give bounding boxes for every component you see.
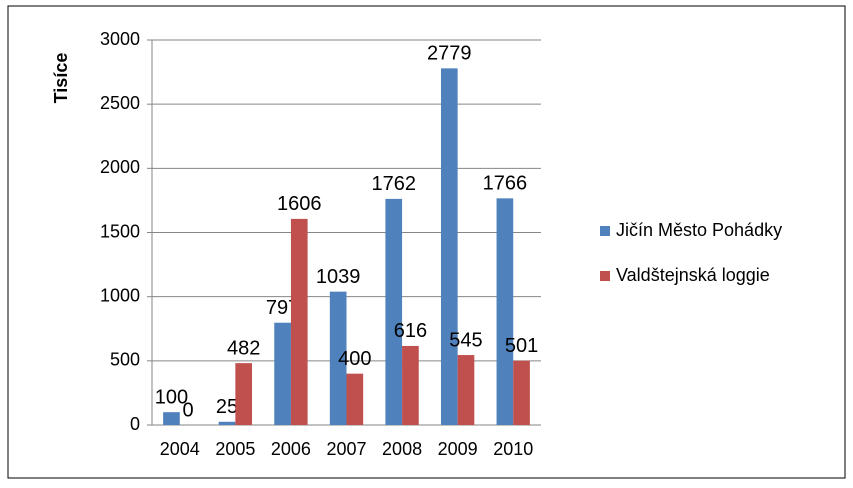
bar bbox=[402, 345, 419, 425]
bar bbox=[163, 412, 180, 425]
x-tick-label: 2006 bbox=[271, 439, 311, 459]
y-tick-label: 1500 bbox=[100, 221, 140, 241]
legend-swatch bbox=[600, 271, 610, 281]
data-label: 25 bbox=[216, 396, 238, 418]
x-tick-label: 2010 bbox=[493, 439, 533, 459]
y-tick-label: 2500 bbox=[100, 93, 140, 113]
data-label: 2779 bbox=[427, 43, 472, 65]
y-tick-label: 1000 bbox=[100, 285, 140, 305]
bar bbox=[385, 198, 403, 425]
bar bbox=[346, 373, 364, 425]
bar bbox=[218, 421, 236, 425]
data-label: 482 bbox=[227, 337, 260, 359]
x-tick-label: 2008 bbox=[382, 439, 422, 459]
y-tick-label: 3000 bbox=[100, 29, 140, 49]
data-label: 545 bbox=[449, 329, 482, 351]
data-label: 1762 bbox=[371, 173, 416, 195]
data-label: 1039 bbox=[316, 266, 361, 288]
legend-label: Jičín Město Pohádky bbox=[616, 220, 782, 240]
y-tick-label: 0 bbox=[130, 414, 140, 434]
y-tick-label: 2000 bbox=[100, 157, 140, 177]
data-label: 0 bbox=[183, 399, 194, 421]
legend-label: Valdštejnská loggie bbox=[616, 265, 770, 285]
y-axis-label: Tisíce bbox=[51, 53, 71, 104]
data-label: 400 bbox=[338, 348, 371, 370]
bar bbox=[496, 198, 514, 425]
bar bbox=[440, 68, 458, 425]
bar bbox=[274, 322, 291, 425]
bar bbox=[329, 291, 347, 425]
y-tick-label: 500 bbox=[110, 350, 140, 370]
bar bbox=[235, 363, 253, 425]
data-label: 1766 bbox=[483, 173, 528, 195]
x-tick-label: 2005 bbox=[215, 439, 255, 459]
x-tick-label: 2007 bbox=[326, 439, 366, 459]
chart-frame bbox=[7, 5, 846, 479]
data-label: 501 bbox=[505, 335, 538, 357]
x-tick-label: 2009 bbox=[438, 439, 478, 459]
x-tick-label: 2004 bbox=[160, 439, 200, 459]
data-label: 616 bbox=[394, 320, 427, 342]
data-label: 1606 bbox=[277, 193, 322, 215]
bar bbox=[513, 360, 530, 425]
bar bbox=[290, 218, 308, 425]
legend-swatch bbox=[600, 226, 610, 236]
bar bbox=[457, 355, 475, 425]
data-label: 100 bbox=[155, 386, 188, 408]
